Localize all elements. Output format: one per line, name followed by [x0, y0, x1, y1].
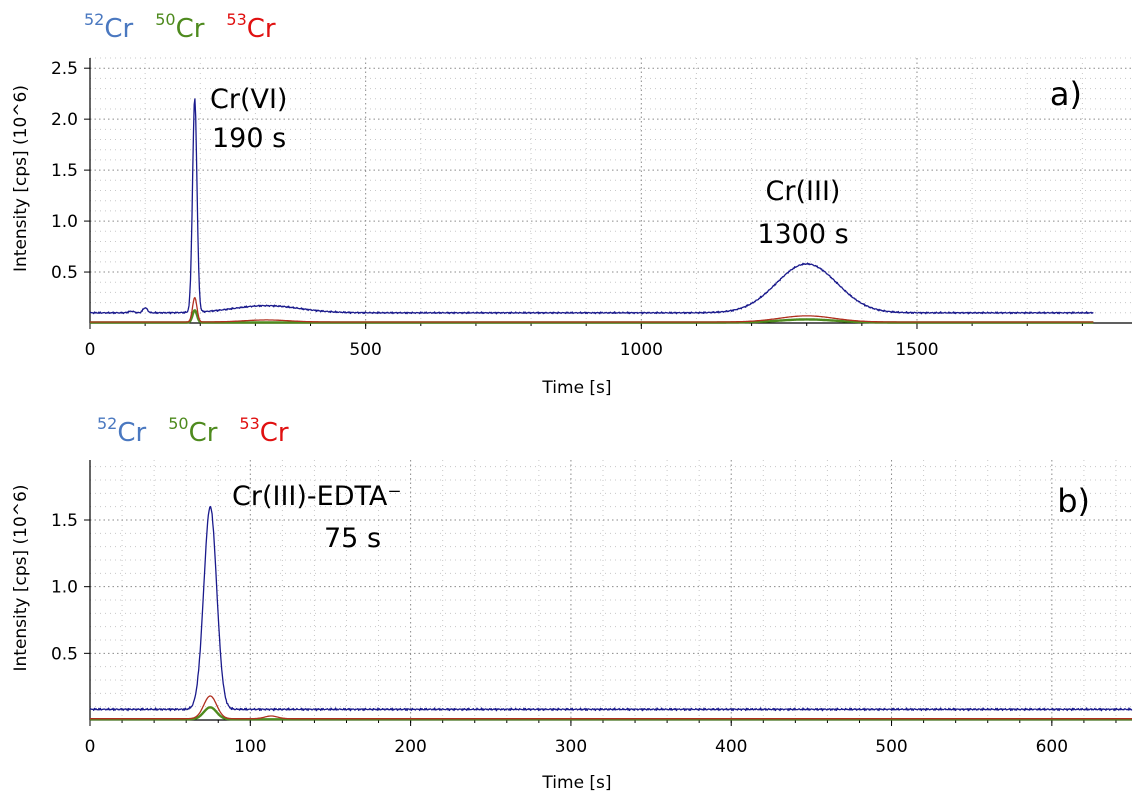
- panel-label: a): [1050, 75, 1082, 113]
- y-tick-label: 1.5: [51, 161, 78, 181]
- legend-bottom: 52Cr 50Cr 53Cr: [97, 414, 311, 448]
- x-tick-label: 400: [715, 737, 747, 757]
- y-tick-label: 2.5: [51, 59, 78, 79]
- y-tick-label: 1.0: [51, 212, 78, 232]
- x-tick-label: 600: [1036, 737, 1068, 757]
- panel-label: b): [1057, 482, 1090, 520]
- y-tick-label: 2.0: [51, 110, 78, 130]
- x-tick-label: 200: [394, 737, 426, 757]
- legend-item-50cr: 50Cr: [155, 10, 205, 44]
- x-tick-label: 100: [234, 737, 266, 757]
- peak-annotation-retention-time: 1300 s: [757, 219, 848, 250]
- peak-annotation-species: Cr(VI): [210, 84, 287, 115]
- legend-item-52cr: 52Cr: [84, 10, 134, 44]
- legend-item-50cr: 50Cr: [168, 414, 218, 448]
- legend-top: 52Cr 50Cr 53Cr: [84, 10, 298, 44]
- legend-item-53cr: 53Cr: [239, 414, 289, 448]
- series-line-53cr: [90, 296, 1094, 323]
- y-tick-label: 1.0: [51, 578, 78, 598]
- y-tick-label: 1.5: [51, 511, 78, 531]
- series-line-52cr: [89, 505, 1133, 712]
- series-line-52cr: [89, 98, 1094, 315]
- y-tick-label: 0.5: [51, 263, 78, 283]
- y-tick-label: 0.5: [51, 644, 78, 664]
- y-axis-title: Intensity [cps] (10^6): [11, 85, 31, 272]
- x-tick-label: 0: [85, 737, 96, 757]
- y-axis-title: Intensity [cps] (10^6): [11, 484, 31, 671]
- x-axis-title: Time [s]: [541, 378, 611, 398]
- peak-annotation-species: Cr(III): [766, 176, 841, 207]
- peak-annotation-species: Cr(III)-EDTA⁻: [232, 481, 402, 512]
- x-axis-title: Time [s]: [541, 773, 611, 793]
- legend-item-52cr: 52Cr: [97, 414, 147, 448]
- grid: [89, 460, 1132, 720]
- x-tick-label: 500: [349, 340, 381, 360]
- peak-annotation-retention-time: 75 s: [324, 523, 381, 554]
- grid: [89, 57, 1132, 323]
- x-tick-label: 500: [875, 737, 907, 757]
- legend-item-53cr: 53Cr: [226, 10, 276, 44]
- panel-b: 0 100 200 300 400 500 600 0.5 1.0 1.5 Time [s] Inte…: [11, 460, 1133, 793]
- series-line-53cr: [90, 695, 1132, 720]
- x-tick-label: 1500: [895, 340, 938, 360]
- panel-a: 0 500 1000 1500 0.5 1.0 1.5 2.0 2.5 Time [s] Inten…: [11, 57, 1132, 398]
- x-tick-label: 300: [555, 737, 587, 757]
- x-tick-label: 1000: [620, 340, 663, 360]
- x-tick-label: 0: [85, 340, 96, 360]
- peak-annotation-retention-time: 190 s: [212, 123, 286, 154]
